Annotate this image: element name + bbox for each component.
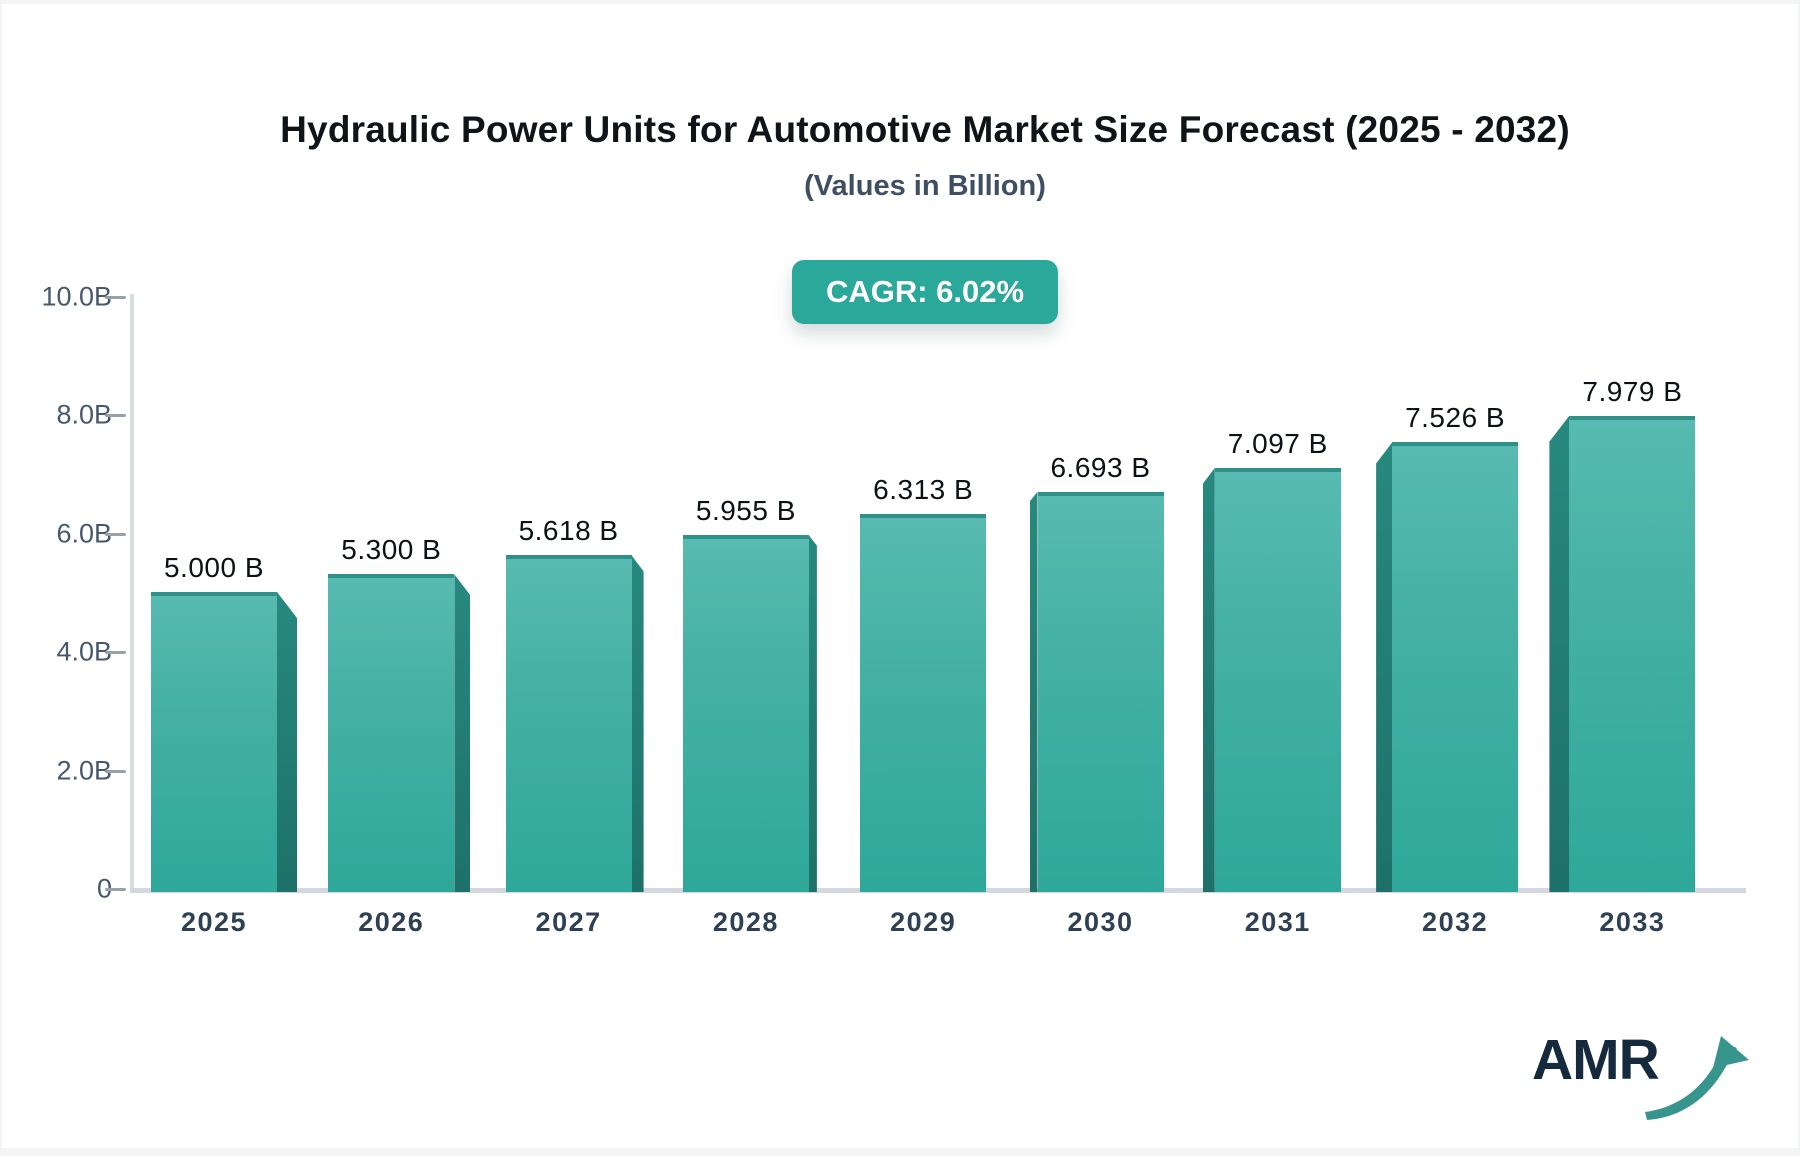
bar-side-3d bbox=[277, 592, 297, 892]
bar-side-3d bbox=[1029, 491, 1038, 892]
bar-value-label: 5.955 B bbox=[695, 495, 796, 527]
amr-logo-text: AMR bbox=[1532, 1028, 1660, 1092]
bar-value-label: 6.313 B bbox=[873, 474, 974, 506]
x-axis-label: 2032 bbox=[1422, 907, 1489, 937]
bar bbox=[1569, 415, 1696, 892]
x-axis-label: 2026 bbox=[358, 907, 425, 937]
bar bbox=[1037, 491, 1164, 892]
bar-value-label: 5.000 B bbox=[163, 552, 265, 583]
bar-side-3d bbox=[1376, 442, 1393, 892]
bar bbox=[328, 574, 455, 892]
bar bbox=[860, 514, 987, 892]
bar bbox=[682, 535, 809, 892]
y-axis-tick bbox=[105, 651, 126, 655]
y-axis-line bbox=[130, 294, 134, 890]
y-axis-tick bbox=[105, 769, 126, 773]
y-axis-tick bbox=[105, 414, 126, 418]
y-axis-tick bbox=[105, 296, 126, 299]
chart-title: Hydraulic Power Units for Automotive Mar… bbox=[280, 109, 1570, 150]
bar bbox=[505, 555, 632, 892]
bar-side-3d bbox=[1549, 415, 1570, 892]
bar bbox=[1214, 467, 1341, 892]
bar bbox=[1392, 442, 1519, 892]
y-axis-tick-label: 4.0B bbox=[56, 636, 112, 667]
bar-value-label: 6.693 B bbox=[1050, 451, 1151, 483]
x-axis-label: 2025 bbox=[180, 907, 248, 937]
bar-side-3d bbox=[808, 535, 817, 892]
bar-value-label: 7.526 B bbox=[1405, 402, 1506, 434]
y-axis-tick bbox=[105, 888, 126, 891]
bar-value-label: 7.097 B bbox=[1227, 427, 1328, 459]
cagr-badge: CAGR: 6.02% bbox=[791, 260, 1059, 324]
bar-value-label: 5.300 B bbox=[341, 534, 442, 566]
bar-side-3d bbox=[454, 574, 471, 892]
x-axis-label: 2027 bbox=[535, 907, 602, 937]
x-axis-label: 2030 bbox=[1067, 907, 1134, 937]
x-axis-label: 2031 bbox=[1244, 907, 1311, 937]
y-axis-tick bbox=[105, 532, 126, 536]
bar bbox=[151, 592, 277, 892]
y-axis-tick-label: 10.0B bbox=[41, 281, 112, 312]
growth-arrow-icon bbox=[1644, 1034, 1755, 1131]
x-axis-label: 2029 bbox=[890, 907, 957, 937]
y-axis-tick-label: 0 bbox=[2, 874, 112, 905]
bar-side-3d bbox=[631, 555, 644, 892]
x-axis-label: 2033 bbox=[1599, 907, 1666, 937]
x-axis-label: 2028 bbox=[712, 907, 779, 937]
bar-value-label: 7.979 B bbox=[1582, 375, 1683, 407]
chart-card: Hydraulic Power Units for Automotive Mar… bbox=[2, 4, 1798, 1148]
y-axis-tick-label: 2.0B bbox=[56, 755, 112, 786]
bar-value-label: 5.618 B bbox=[518, 515, 619, 547]
y-axis-tick-label: 6.0B bbox=[56, 518, 112, 549]
bar-side-3d bbox=[1202, 467, 1215, 892]
chart-subtitle: (Values in Billion) bbox=[804, 170, 1046, 202]
amr-logo: AMR bbox=[1532, 1032, 1755, 1131]
y-axis-tick-label: 8.0B bbox=[56, 399, 112, 430]
